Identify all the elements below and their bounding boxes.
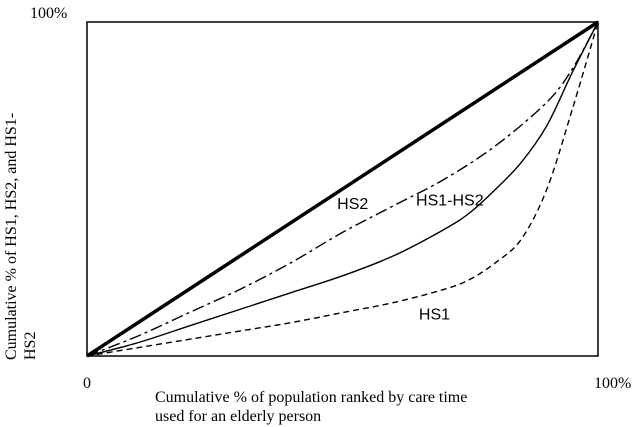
x-tick-label: 0 (83, 375, 91, 392)
series-line-hs2 (86, 20, 599, 358)
tick-labels: 0 100% 100% (30, 5, 631, 392)
annotations: HS2 HS1-HS2 HS1 (337, 193, 484, 324)
x-axis-label-line-1: Cumulative % of population ranked by car… (155, 389, 467, 406)
series-layer (86, 20, 599, 358)
annotation-hs1-hs2: HS1-HS2 (416, 193, 484, 210)
series-line-hs1 (86, 21, 599, 357)
series-line-hs1-hs2 (86, 21, 599, 357)
y-axis-label-line-1: Cumulative % of HS1, HS2, and HS1- (3, 113, 20, 360)
x-axis-label-line-2: used for an elderly person (155, 408, 321, 425)
y-tick-label: 100% (30, 5, 67, 22)
annotation-hs1: HS1 (419, 306, 450, 323)
y-axis-label-line-2: HS2 (22, 332, 39, 360)
x-tick-label: 100% (594, 375, 631, 392)
annotation-hs2: HS2 (337, 196, 368, 213)
plot-frame (86, 21, 599, 357)
series-line-unlabeled-2 (86, 21, 599, 357)
